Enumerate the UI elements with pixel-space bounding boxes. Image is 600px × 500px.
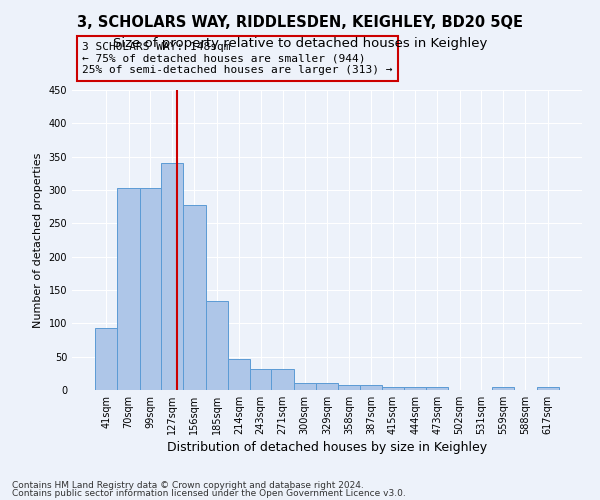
Bar: [382, 388, 404, 390]
Y-axis label: Number of detached properties: Number of detached properties: [33, 152, 43, 328]
Text: Contains HM Land Registry data © Crown copyright and database right 2024.: Contains HM Land Registry data © Crown c…: [12, 480, 364, 490]
Text: Size of property relative to detached houses in Keighley: Size of property relative to detached ho…: [113, 38, 487, 51]
Bar: [426, 388, 448, 390]
Text: Contains public sector information licensed under the Open Government Licence v3: Contains public sector information licen…: [12, 489, 406, 498]
Bar: [228, 360, 250, 390]
Bar: [95, 328, 118, 390]
Bar: [161, 164, 184, 390]
Text: 3, SCHOLARS WAY, RIDDLESDEN, KEIGHLEY, BD20 5QE: 3, SCHOLARS WAY, RIDDLESDEN, KEIGHLEY, B…: [77, 15, 523, 30]
Bar: [140, 188, 161, 390]
Bar: [361, 384, 382, 390]
Text: 3 SCHOLARS WAY: 148sqm
← 75% of detached houses are smaller (944)
25% of semi-de: 3 SCHOLARS WAY: 148sqm ← 75% of detached…: [82, 42, 392, 75]
Bar: [293, 384, 316, 390]
Bar: [206, 300, 228, 390]
Bar: [271, 370, 293, 390]
Bar: [536, 388, 559, 390]
Bar: [492, 388, 514, 390]
Bar: [338, 384, 361, 390]
Bar: [316, 384, 338, 390]
Bar: [118, 188, 140, 390]
Bar: [250, 370, 271, 390]
Bar: [404, 388, 426, 390]
Bar: [184, 204, 206, 390]
X-axis label: Distribution of detached houses by size in Keighley: Distribution of detached houses by size …: [167, 441, 487, 454]
